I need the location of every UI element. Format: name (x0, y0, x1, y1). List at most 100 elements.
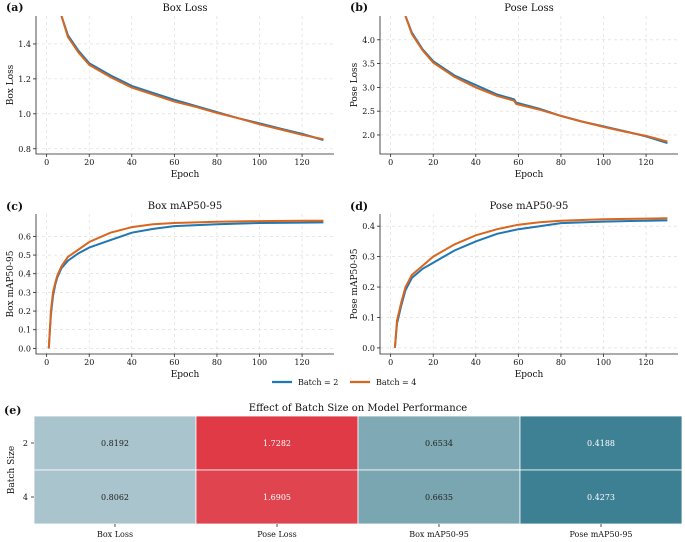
x-tick-label: 20 (84, 158, 94, 167)
heatmap-cell-value: 1.7282 (263, 439, 291, 448)
x-tick-label: 40 (471, 358, 481, 367)
heatmap-cell (33, 469, 197, 525)
axis-spine (379, 214, 678, 355)
x-tick-label: 100 (252, 358, 267, 367)
y-axis-label: Pose Loss (350, 62, 360, 107)
chart-title: Pose Loss (504, 3, 554, 14)
legend-label-batch2: Batch = 2 (298, 378, 338, 387)
y-tick-label: 0.1 (18, 326, 31, 335)
row-label: 4 (23, 493, 28, 502)
x-tick-label: 80 (212, 158, 222, 167)
series-line-batch4 (393, 217, 668, 348)
y-tick-label: 0.0 (18, 344, 31, 353)
axis-spine (379, 16, 678, 155)
panel-d-pose-map: 0 20 40 60 80 100 120 0.0 0.1 0.2 0.3 0.4 Pose mAP50… (350, 200, 678, 380)
chart-title: Box mAP50-95 (148, 201, 222, 212)
y-tick-label: 1.4 (18, 40, 31, 49)
x-tick-label: 80 (556, 358, 566, 367)
y-tick-label: 0.0 (362, 344, 375, 353)
column-label: Pose Loss (257, 530, 297, 539)
series-line-batch4 (404, 16, 668, 143)
y-tick-label: 0.6 (18, 232, 31, 241)
x-tick-label: 60 (513, 158, 523, 167)
heatmap-cell (357, 469, 521, 525)
x-tick-label: 0 (388, 158, 393, 167)
heatmap-cell (33, 415, 197, 471)
series-line-batch2 (393, 219, 668, 348)
heatmap-cell-value: 1.6905 (263, 493, 291, 502)
y-tick-label: 0.1 (362, 313, 375, 322)
row-label: 2 (23, 439, 28, 448)
heatmap-cell (519, 469, 683, 525)
x-tick-label: 0 (44, 158, 49, 167)
y-axis-label: Batch Size (7, 446, 17, 494)
series-line-batch2 (60, 16, 324, 141)
y-tick-label: 2.5 (362, 107, 375, 116)
y-axis-label: Box mAP50-95 (6, 250, 16, 317)
x-tick-label: 120 (638, 158, 653, 167)
y-tick-label: 0.2 (362, 283, 375, 292)
x-tick-label: 120 (294, 358, 309, 367)
y-tick-label: 0.5 (18, 251, 31, 260)
x-tick-label: 0 (388, 358, 393, 367)
x-tick-label: 100 (252, 158, 267, 167)
y-tick-label: 3.0 (362, 83, 375, 92)
y-tick-label: 1.0 (18, 110, 31, 119)
y-tick-label: 4.0 (362, 36, 375, 45)
y-tick-label: 0.4 (362, 222, 375, 231)
column-label: Box mAP50-95 (409, 530, 469, 539)
column-label: Pose mAP50-95 (569, 530, 632, 539)
x-tick-label: 80 (212, 358, 222, 367)
y-tick-label: 0.3 (18, 288, 31, 297)
x-tick-label: 120 (294, 158, 309, 167)
x-tick-label: 0 (44, 358, 49, 367)
x-tick-label: 100 (596, 158, 611, 167)
y-tick-label: 0.4 (18, 270, 31, 279)
y-tick-label: 2.0 (362, 131, 375, 140)
panel-label: (b) (350, 1, 368, 14)
series-line-batch4 (47, 219, 324, 349)
x-tick-label: 40 (471, 158, 481, 167)
x-tick-label: 40 (127, 158, 137, 167)
axis-spine (35, 214, 334, 355)
x-tick-label: 20 (84, 358, 94, 367)
heatmap-cell-value: 0.8192 (101, 439, 129, 448)
chart-title: Effect of Batch Size on Model Performanc… (249, 403, 468, 414)
heatmap-cell (195, 469, 359, 525)
heatmap-cell-value: 0.6635 (425, 493, 453, 502)
series-line-batch4 (60, 16, 324, 141)
panel-label: (a) (6, 1, 24, 14)
heatmap-cell-value: 0.4188 (587, 439, 615, 448)
x-tick-label: 100 (596, 358, 611, 367)
legend-label-batch4: Batch = 4 (376, 378, 416, 387)
x-tick-label: 60 (169, 358, 179, 367)
y-axis-label: Pose mAP50-95 (350, 248, 360, 319)
panel-b-pose-loss: 0 20 40 60 80 100 120 2.0 2.5 3.0 3.5 4.0 Pose Loss (… (350, 1, 678, 180)
series-line-batch2 (404, 16, 668, 145)
chart-title: Pose mAP50-95 (490, 201, 569, 212)
axis-spine (35, 16, 334, 155)
x-tick-label: 60 (169, 158, 179, 167)
heatmap-cell (195, 415, 359, 471)
y-tick-label: 0.8 (18, 145, 31, 154)
x-axis-label: Epoch (171, 370, 200, 380)
y-tick-label: 0.3 (362, 253, 375, 262)
x-axis-label: Epoch (515, 370, 544, 380)
panel-a-box-loss: 0 20 40 60 80 100 120 0.8 1.0 1.2 1.4 Box Loss (a) Ep… (6, 1, 334, 180)
column-label: Box Loss (97, 530, 133, 539)
x-tick-label: 120 (638, 358, 653, 367)
x-tick-label: 20 (428, 358, 438, 367)
y-tick-label: 0.2 (18, 307, 31, 316)
x-axis-label: Epoch (171, 170, 200, 180)
x-tick-label: 80 (556, 158, 566, 167)
x-tick-label: 60 (513, 358, 523, 367)
y-axis-label: Box Loss (6, 64, 16, 105)
heatmap-cell (357, 415, 521, 471)
legend: Batch = 2 Batch = 4 (272, 378, 416, 387)
heatmap-cell (519, 415, 683, 471)
chart-title: Box Loss (162, 3, 207, 14)
heatmap-cell-value: 0.8062 (101, 493, 129, 502)
panel-e-heatmap: (e) Effect of Batch Size on Model Perform… (4, 403, 683, 539)
panel-label: (c) (6, 200, 23, 213)
